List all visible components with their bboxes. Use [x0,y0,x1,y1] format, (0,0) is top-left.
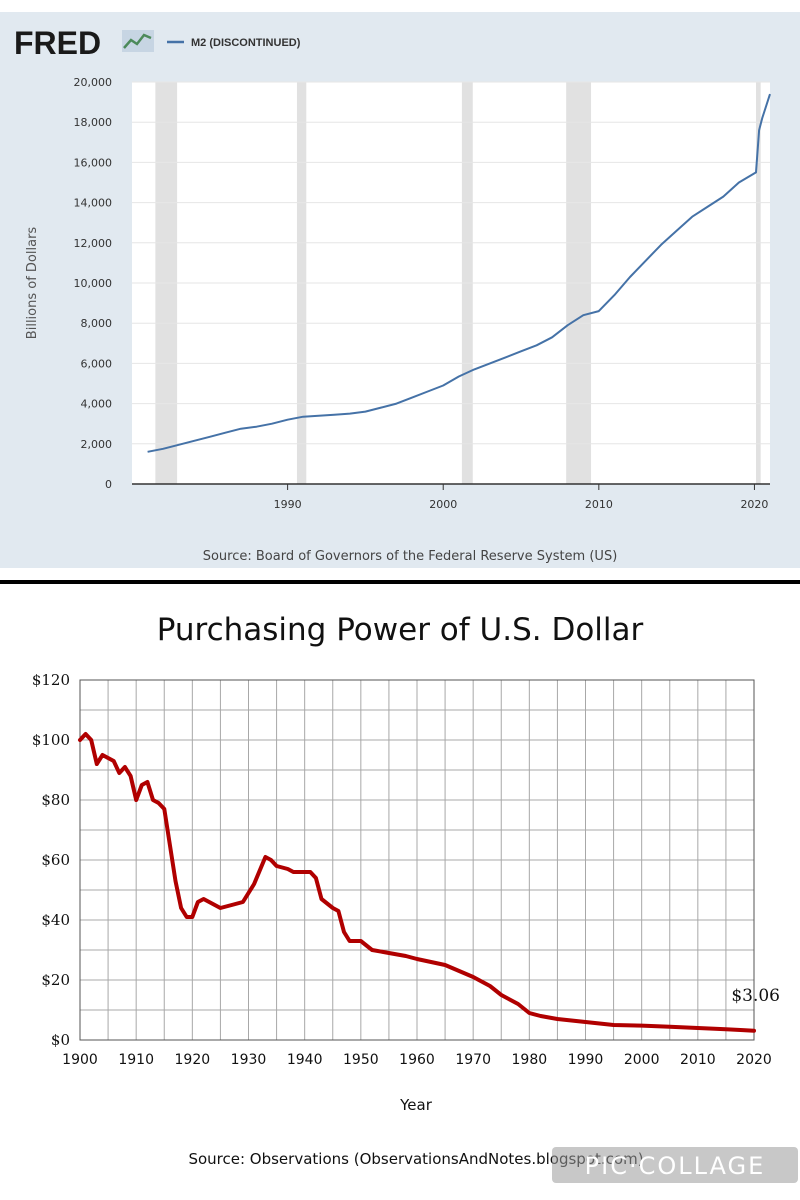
x-tick-label: 1930 [231,1052,267,1068]
y-tick-label: 16,000 [74,156,113,169]
x-tick-label: 2000 [429,498,457,511]
purchasing-power-panel: Purchasing Power of U.S. Dollar $0 $20 $40… [0,580,800,1200]
y-tick-label: 12,000 [74,237,113,250]
x-tick-label: 1960 [399,1052,435,1068]
purchasing-power-chart: Purchasing Power of U.S. Dollar $0 $20 $40… [32,612,798,1183]
watermark-text: PIC·COLLAGE [585,1152,766,1180]
x-tick-label: 1980 [512,1052,548,1068]
y-tick-label: $120 [32,671,70,689]
y-tick-label: $40 [41,911,70,929]
x-tick-label: 1970 [455,1052,491,1068]
y-tick-label: $20 [41,971,70,989]
series-line-m2 [147,93,771,453]
y-tick-label: 8,000 [81,317,113,330]
y-axis-label: Billions of Dollars [25,227,40,340]
fred-m2-panel: FRED M2 (DISCONTINUED) 0 2,000 4,000 6,000 8… [0,0,800,570]
x-tick-label: 1900 [62,1052,98,1068]
x-tick-label: 2010 [680,1052,716,1068]
watermark: PIC·COLLAGE [552,1147,798,1183]
y-tick-label: $60 [41,851,70,869]
x-tick-label: 1910 [118,1052,154,1068]
end-value-annotation: $3.06 [731,986,780,1006]
x-axis-label: Year [399,1096,433,1114]
x-tick-label: 2000 [624,1052,660,1068]
source-note: Source: Board of Governors of the Federa… [203,549,618,564]
legend-entry-m2: M2 (DISCONTINUED) [191,37,301,49]
y-tick-label: 10,000 [74,277,113,290]
fred-header: FRED M2 (DISCONTINUED) [14,25,301,61]
y-tick-label: 18,000 [74,116,113,129]
series-line-purchasing-power [78,732,756,1033]
y-tick-label: 2,000 [81,438,113,451]
pp-plot-area: $0 $20 $40 $60 $80 $100 $120 1900 1910 1920 1930 19… [32,671,780,1068]
y-tick-label: 14,000 [74,197,113,210]
x-tick-label: 2020 [740,498,768,511]
y-tick-label: $80 [41,791,70,809]
x-tick-label: 2020 [736,1052,772,1068]
fred-graph-icon [122,30,154,52]
x-tick-label: 1920 [175,1052,211,1068]
source-note: Source: Observations (ObservationsAndNot… [188,1150,643,1168]
y-tick-label: $100 [32,731,70,749]
x-tick-label: 1940 [287,1052,323,1068]
x-tick-label: 1990 [274,498,302,511]
y-tick-label: 6,000 [81,357,113,370]
y-tick-label: 20,000 [74,76,113,89]
fred-logo-text: FRED [14,25,101,61]
x-tick-label: 1990 [568,1052,604,1068]
fred-plot-area: 0 2,000 4,000 6,000 8,000 10,000 12,000 14,000 1… [74,76,771,511]
y-tick-label: 4,000 [81,398,113,411]
y-tick-label: $0 [51,1031,70,1049]
y-tick-label: 0 [105,478,112,491]
chart-title: Purchasing Power of U.S. Dollar [157,612,644,648]
plot-border [79,679,755,1041]
x-tick-label: 1950 [343,1052,379,1068]
x-tick-label: 2010 [585,498,613,511]
m2-line-chart: FRED M2 (DISCONTINUED) 0 2,000 4,000 6,000 8… [14,25,771,564]
